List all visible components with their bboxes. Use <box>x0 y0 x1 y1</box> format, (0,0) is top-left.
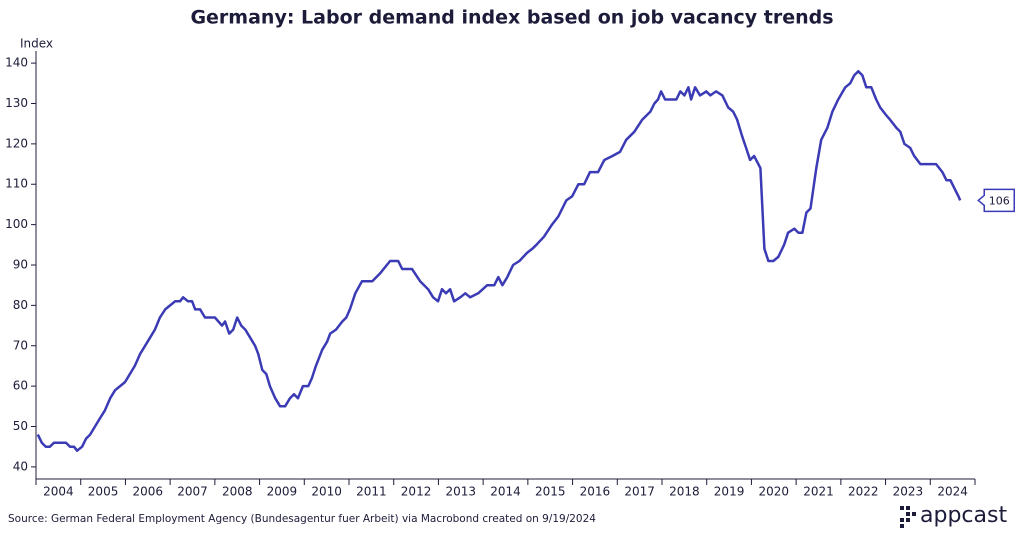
x-tick-label: 2017 <box>624 485 655 499</box>
y-tick-label: 40 <box>13 459 28 473</box>
x-tick-label: 2007 <box>177 485 208 499</box>
last-value-callout <box>977 188 1015 213</box>
x-tick-label: 2014 <box>490 485 521 499</box>
y-tick-label: 110 <box>5 177 28 191</box>
x-tick-label: 2022 <box>848 485 879 499</box>
logo-icon <box>900 506 916 528</box>
y-tick-label: 70 <box>13 338 28 352</box>
chart-title: Germany: Labor demand index based on job… <box>190 7 833 29</box>
logo: appcast <box>920 503 1007 528</box>
y-tick-label: 80 <box>13 298 28 312</box>
x-tick-label: 2020 <box>759 485 790 499</box>
y-tick-label: 140 <box>5 56 28 70</box>
x-tick-label: 2015 <box>535 485 566 499</box>
y-tick-label: 100 <box>5 217 28 231</box>
y-axis-label: Index <box>20 37 53 51</box>
y-tick-label: 130 <box>5 96 28 110</box>
x-tick-label: 2016 <box>580 485 611 499</box>
y-tick-label: 90 <box>13 258 28 272</box>
y-tick-label: 60 <box>13 379 28 393</box>
source-note: Source: German Federal Employment Agency… <box>8 513 596 525</box>
x-tick-label: 2005 <box>88 485 119 499</box>
x-tick-label: 2018 <box>669 485 700 499</box>
x-tick-label: 2024 <box>937 485 968 499</box>
x-tick-label: 2009 <box>267 485 298 499</box>
line <box>36 69 962 452</box>
x-tick-label: 2004 <box>43 485 74 499</box>
x-tick-label: 2021 <box>803 485 834 499</box>
y-tick-label: 50 <box>13 419 28 433</box>
last-value-label: 106 <box>989 194 1010 207</box>
x-tick-label: 2011 <box>356 485 387 499</box>
x-tick-label: 2006 <box>133 485 164 499</box>
x-tick-label: 2023 <box>893 485 924 499</box>
y-tick-label: 120 <box>5 136 28 150</box>
x-tick-label: 2012 <box>401 485 432 499</box>
x-tick-label: 2010 <box>311 485 342 499</box>
x-tick-label: 2019 <box>714 485 745 499</box>
x-tick-label: 2008 <box>222 485 253 499</box>
x-tick-label: 2013 <box>446 485 477 499</box>
